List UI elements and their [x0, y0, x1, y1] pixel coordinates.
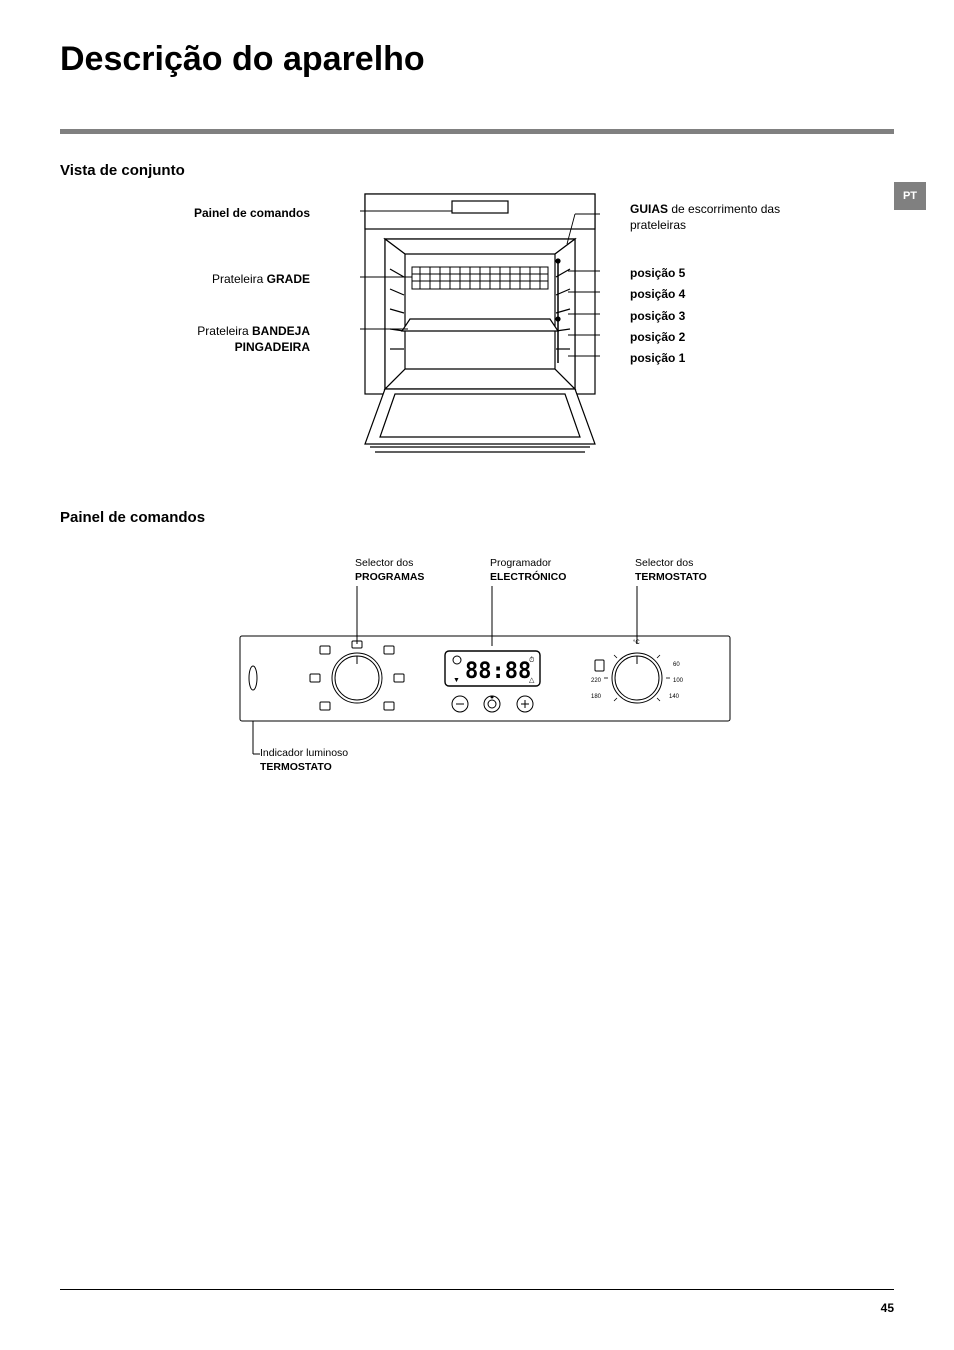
title-rule — [60, 129, 894, 134]
label-guides: GUIAS de escorrimento das prateleiras — [630, 201, 830, 233]
label-pos4: posição 4 — [630, 286, 685, 302]
svg-text:100: 100 — [673, 678, 684, 684]
svg-text:140: 140 — [669, 694, 680, 700]
label-selector-thermostat: Selector dosTERMOSTATO — [635, 556, 707, 584]
svg-text:▼: ▼ — [453, 677, 460, 684]
svg-text:°C: °C — [633, 640, 640, 646]
svg-text:220: 220 — [591, 678, 602, 684]
overview-heading: Vista de conjunto — [60, 162, 894, 179]
label-pos1: posição 1 — [630, 350, 685, 366]
svg-text:60: 60 — [673, 662, 680, 668]
control-panel-diagram: Selector dosPROGRAMAS ProgramadorELECTRÓ… — [60, 556, 894, 816]
label-pos5: posição 5 — [630, 265, 685, 281]
label-pos2: posição 2 — [630, 329, 685, 345]
oven-illustration — [360, 189, 600, 459]
footer-rule — [60, 1289, 894, 1290]
svg-text:180: 180 — [591, 694, 602, 700]
page-title: Descrição do aparelho — [60, 40, 894, 79]
language-tab: PT — [894, 182, 926, 210]
panel-heading: Painel de comandos — [60, 509, 894, 526]
control-panel-illustration: ▼ ⏱ △ — [235, 586, 735, 766]
label-grid-shelf: Prateleira GRADE — [60, 271, 310, 287]
display-text: 88:88 — [465, 659, 531, 684]
page-number: 45 — [881, 1301, 894, 1315]
label-control-panel: Painel de comandos — [60, 205, 310, 221]
label-selector-programs: Selector dosPROGRAMAS — [355, 556, 424, 584]
overview-diagram: Painel de comandos Prateleira GRADE Prat… — [60, 189, 894, 489]
label-pos3: posição 3 — [630, 308, 685, 324]
label-electronic-programmer: ProgramadorELECTRÓNICO — [490, 556, 566, 584]
label-drip-tray: Prateleira BANDEJA PINGADEIRA — [60, 323, 310, 355]
